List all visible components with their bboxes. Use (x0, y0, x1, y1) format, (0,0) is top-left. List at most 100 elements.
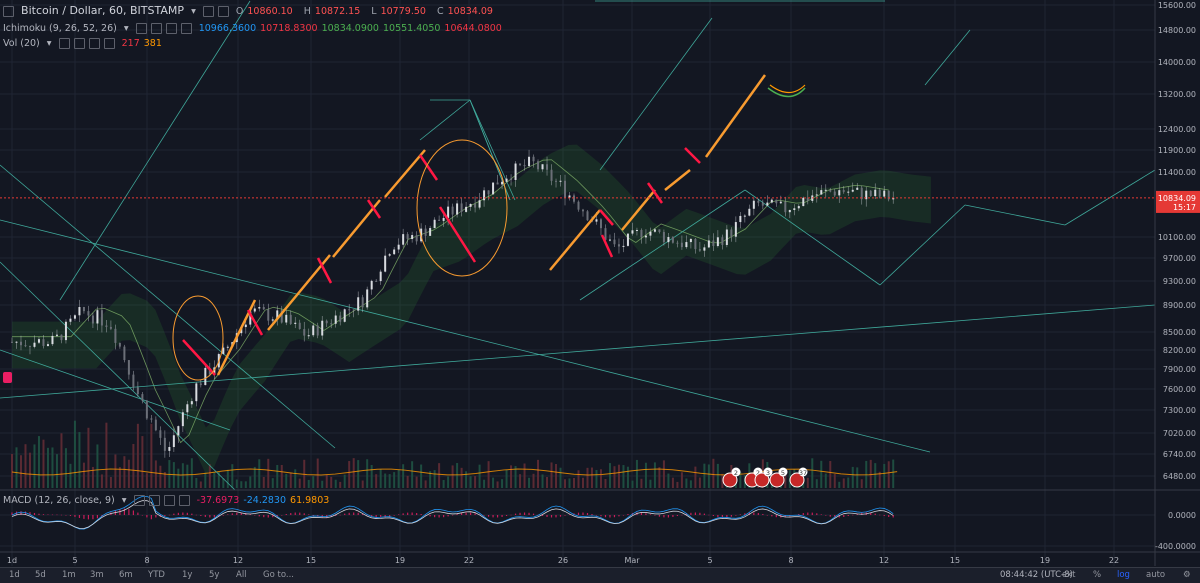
volume-bar (141, 436, 144, 488)
volume-bar (420, 464, 423, 488)
more-icon[interactable] (178, 495, 190, 506)
dropdown-icon[interactable]: ▾ (121, 495, 127, 506)
volume-bar (892, 459, 895, 488)
collapse-icon[interactable] (3, 6, 14, 17)
mode-log[interactable]: log (1117, 570, 1130, 580)
mode-auto[interactable]: auto (1146, 570, 1166, 580)
candle-body (779, 201, 782, 204)
candle-body (694, 238, 697, 250)
macd-histogram-bar (703, 513, 705, 515)
gear-icon[interactable]: ⚙ (1183, 570, 1191, 580)
volume-bar (842, 478, 845, 488)
dropdown-icon[interactable]: ▾ (46, 38, 52, 49)
candle-body (222, 347, 225, 355)
candle-body (505, 178, 508, 182)
timeframe-1d[interactable]: 1d (9, 570, 20, 580)
price-tick-label: 6480.00 (1163, 472, 1196, 481)
ichimoku-label[interactable]: Ichimoku (9, 26, 52, 26) (3, 23, 117, 34)
volume-bar (60, 433, 63, 488)
volume-bar (397, 469, 400, 488)
volume-bar (833, 474, 836, 488)
dropdown-icon[interactable]: ▾ (123, 23, 129, 34)
volume-bar (824, 473, 827, 488)
macd-histogram-bar (694, 512, 696, 515)
macd-histogram-bar (258, 515, 260, 517)
macd-histogram-bar (771, 515, 773, 517)
dropdown-icon[interactable]: ▾ (191, 6, 196, 17)
volume-bar (595, 469, 598, 488)
more-icon[interactable] (180, 23, 192, 34)
macd-histogram-bar (528, 512, 530, 515)
close-icon[interactable] (165, 23, 177, 34)
candle-body (784, 201, 787, 213)
visibility-icon[interactable] (133, 495, 145, 506)
timeframe-1m[interactable]: 1m (62, 570, 76, 580)
volume-bar (190, 458, 193, 488)
candle-body (136, 387, 139, 395)
volume-bar (429, 471, 432, 488)
candle-body (415, 235, 418, 242)
macd-histogram-bar (155, 515, 157, 518)
visibility-icon[interactable] (135, 23, 147, 34)
macd-histogram-bar (568, 514, 571, 515)
macd-histogram-bar (47, 514, 49, 515)
visibility-icon[interactable] (202, 6, 214, 17)
macd-histogram-bar (496, 515, 499, 518)
volume-bar (217, 471, 220, 488)
macd-histogram-bar (231, 513, 233, 515)
candle-body (141, 394, 144, 401)
goto-button[interactable]: Go to... (263, 570, 294, 580)
orange-segment (621, 189, 656, 231)
volume-bar (649, 479, 652, 488)
more-icon[interactable] (103, 38, 115, 49)
macd-histogram-bar (807, 512, 809, 515)
ichimoku-cloud (12, 144, 931, 475)
volume-bar (267, 458, 270, 488)
macd-histogram-bar (33, 512, 36, 515)
price-tick-label: 8900.00 (1163, 301, 1196, 310)
volume-bar (546, 476, 549, 488)
price-tick-label: 10100.00 (1158, 233, 1196, 242)
close-icon[interactable] (88, 38, 100, 49)
mode-ext[interactable]: ext (1062, 570, 1076, 580)
chikou-line (12, 159, 889, 444)
settings-icon[interactable] (148, 495, 160, 506)
timeframe-1y[interactable]: 1y (182, 570, 193, 580)
close-icon[interactable] (163, 495, 175, 506)
timeframe-5d[interactable]: 5d (35, 570, 46, 580)
candle-body (487, 190, 490, 195)
macd-label[interactable]: MACD (12, 26, close, 9) (3, 495, 115, 506)
candle-body (298, 322, 301, 330)
volume-bar (519, 474, 522, 488)
timeframe-6m[interactable]: 6m (119, 570, 133, 580)
macd-histogram-bar (874, 513, 876, 515)
bottom-toolbar: 1d 5d 1m 3m 6m YTD 1y 5y All Go to... 08:44:42 (… (0, 567, 1200, 583)
volume-label[interactable]: Vol (20) (3, 38, 40, 49)
candle-body (244, 324, 247, 328)
symbol-title[interactable]: Bitcoin / Dollar, 60, BITSTAMP (21, 4, 185, 17)
candle-body (100, 310, 103, 326)
candle-body (19, 341, 22, 346)
macd-histogram-bar (487, 515, 490, 517)
mode-percent[interactable]: % (1093, 570, 1102, 580)
time-tick-label: 22 (464, 556, 474, 565)
volume-bar (487, 461, 490, 488)
ohlc-low: L 10779.50 (371, 6, 426, 17)
visibility-icon[interactable] (58, 38, 70, 49)
timeframe-5y[interactable]: 5y (209, 570, 220, 580)
candle-body (87, 311, 90, 316)
timeframe-ytd[interactable]: YTD (148, 570, 165, 580)
timeframe-all[interactable]: All (236, 570, 247, 580)
volume-bar (550, 462, 553, 488)
settings-icon[interactable] (73, 38, 85, 49)
candle-body (865, 190, 868, 200)
volume-bar (87, 427, 90, 488)
volume-bar (820, 460, 823, 488)
volume-legend: Vol (20) ▾ 217 381 (3, 38, 170, 49)
settings-icon[interactable] (150, 23, 162, 34)
timeframe-3m[interactable]: 3m (90, 570, 104, 580)
candle-body (132, 374, 135, 388)
settings-icon[interactable] (217, 6, 229, 17)
volume-bar (474, 476, 477, 488)
